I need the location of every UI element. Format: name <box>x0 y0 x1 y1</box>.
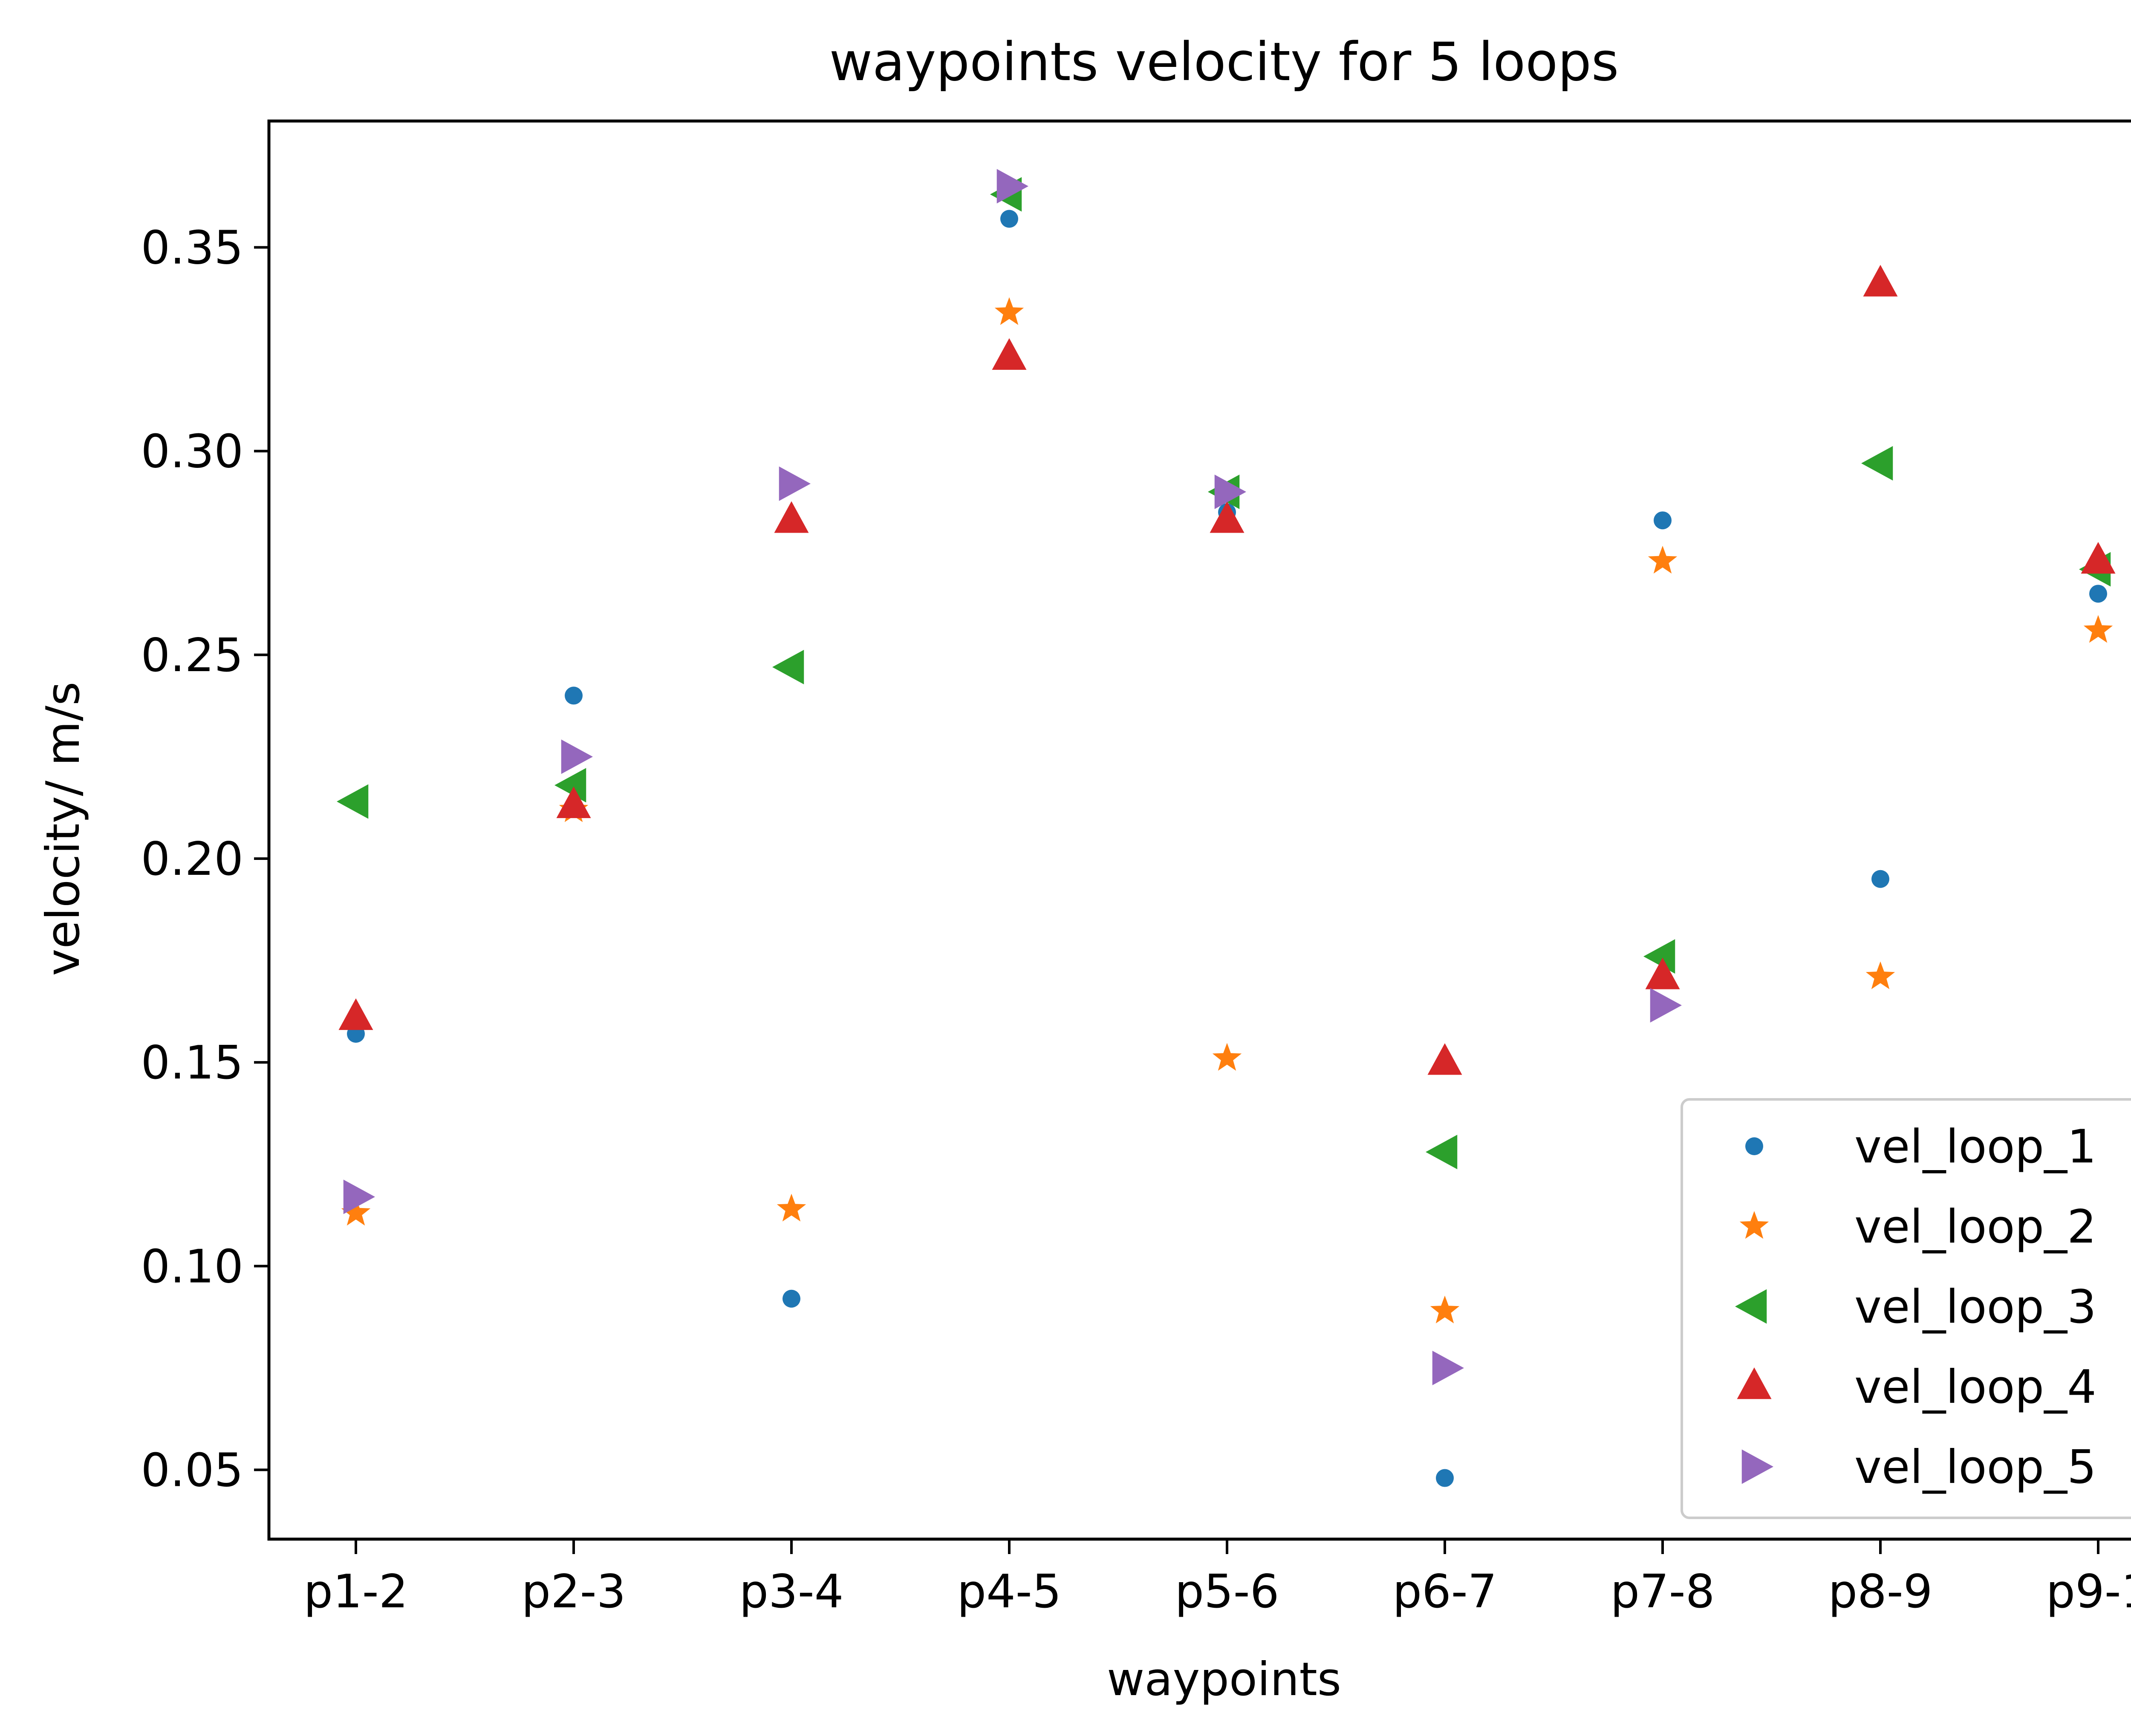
x-axis: p1-2 p2-3 p3-4 p4-5 p5-6 p6-7 p7-8 p8-9 p9-1 <box>304 1539 2131 1618</box>
x-tick-label: p4-5 <box>957 1565 1062 1618</box>
legend-item: vel_loop_4 <box>1737 1361 2096 1414</box>
data-point <box>1648 545 1678 574</box>
data-point <box>2089 585 2107 603</box>
data-point <box>1212 1043 1242 1071</box>
y-tick-label: 0.30 <box>141 425 243 479</box>
plot-frame <box>267 119 2131 1541</box>
data-point <box>774 501 809 533</box>
data-point <box>779 466 811 501</box>
x-tick-label: p6-7 <box>1393 1565 1497 1618</box>
data-point <box>1645 957 1680 989</box>
data-point <box>554 768 586 803</box>
data-point <box>1643 939 1675 974</box>
data-point <box>1427 1043 1462 1075</box>
legend-label: vel_loop_1 <box>1854 1120 2096 1174</box>
data-point <box>1210 501 1245 533</box>
data-point <box>1436 1469 1454 1487</box>
data-point <box>1863 265 1898 297</box>
legend-label: vel_loop_3 <box>1854 1280 2096 1334</box>
data-point <box>1654 511 1672 530</box>
chart-title: waypoints velocity for 5 loops <box>829 32 1619 93</box>
data-point <box>1865 961 1895 989</box>
legend-label: vel_loop_4 <box>1854 1361 2096 1414</box>
data-point <box>338 998 373 1030</box>
data-point <box>1432 1350 1464 1385</box>
data-point <box>341 1197 371 1226</box>
data-point <box>561 739 593 774</box>
plot-marks <box>337 169 2116 1487</box>
data-point <box>556 786 591 818</box>
y-tick-label: 0.15 <box>141 1036 243 1090</box>
x-tick-label: p9-1 <box>2046 1565 2131 1618</box>
legend-label: vel_loop_5 <box>1854 1441 2096 1494</box>
y-axis: 0.05 0.10 0.15 0.20 0.25 0.30 0.35 <box>141 221 269 1497</box>
legend-label: vel_loop_2 <box>1854 1200 2096 1254</box>
legend-item: vel_loop_3 <box>1735 1280 2096 1334</box>
y-tick-label: 0.05 <box>141 1444 243 1497</box>
data-point <box>1426 1134 1458 1169</box>
legend-marker <box>1745 1137 1763 1155</box>
x-axis-label: waypoints <box>1107 1653 1341 1706</box>
legend-marker <box>1739 1211 1769 1239</box>
x-tick-label: p2-3 <box>522 1565 626 1618</box>
y-tick-label: 0.35 <box>141 221 243 274</box>
y-tick-label: 0.10 <box>141 1240 243 1293</box>
y-tick-label: 0.20 <box>141 833 243 886</box>
y-tick-label: 0.25 <box>141 629 243 682</box>
legend: vel_loop_1 vel_loop_2 vel_loop_3 vel_loop_4… <box>1681 1098 2131 1519</box>
y-axis-label: velocity/ m/s <box>37 682 90 976</box>
data-point <box>2083 615 2113 643</box>
data-point <box>994 297 1024 325</box>
data-point <box>565 686 583 705</box>
data-point <box>1871 870 1889 888</box>
data-point <box>777 1194 806 1222</box>
series-vel-loop-4 <box>338 265 2116 1075</box>
data-point <box>1214 474 1246 509</box>
data-point <box>783 1289 800 1308</box>
legend-marker <box>1737 1367 1772 1399</box>
data-point <box>996 169 1028 204</box>
data-point <box>1861 446 1893 481</box>
data-point <box>337 784 369 819</box>
data-point <box>1650 988 1682 1023</box>
legend-marker <box>1735 1289 1767 1324</box>
x-tick-label: p7-8 <box>1611 1565 1715 1618</box>
legend-marker <box>1741 1449 1773 1484</box>
x-tick-label: p1-2 <box>304 1565 408 1618</box>
data-point <box>343 1179 375 1214</box>
x-tick-label: p5-6 <box>1175 1565 1279 1618</box>
data-point <box>772 649 804 684</box>
x-tick-label: p8-9 <box>1828 1565 1933 1618</box>
legend-item: vel_loop_2 <box>1739 1200 2096 1254</box>
data-point <box>1000 210 1018 228</box>
series-vel-loop-5 <box>343 169 1682 1385</box>
legend-box <box>1681 1098 2131 1519</box>
data-point <box>992 338 1027 370</box>
data-point <box>2081 542 2116 574</box>
data-point <box>1430 1295 1460 1324</box>
legend-item: vel_loop_5 <box>1741 1441 2096 1494</box>
legend-item: vel_loop_1 <box>1745 1120 2096 1174</box>
x-tick-label: p3-4 <box>739 1565 844 1618</box>
